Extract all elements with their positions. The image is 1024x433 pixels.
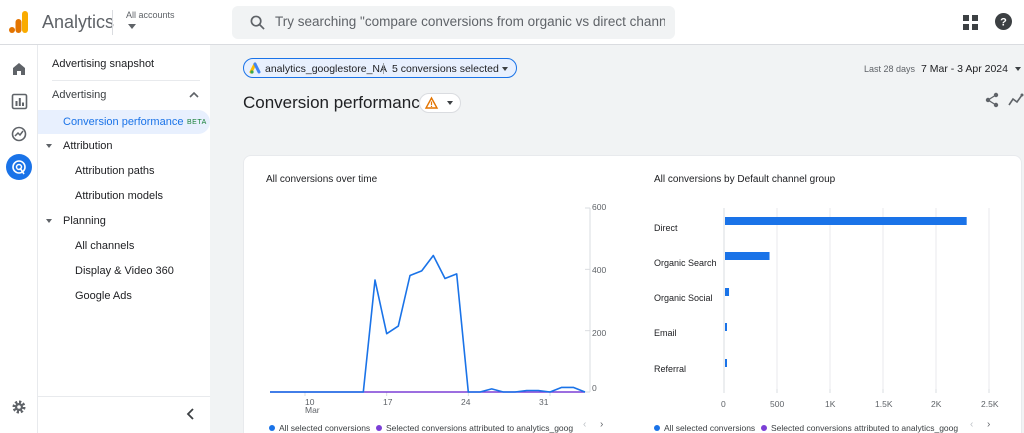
x-tick-label: 2.5K — [981, 399, 999, 409]
warning-caret-icon — [447, 101, 453, 105]
bar-direct — [725, 217, 967, 225]
warning-icon — [424, 96, 439, 109]
x-tick-label: 1.5K — [875, 399, 893, 409]
legend-dot — [376, 425, 382, 431]
x-tick-label: 24 — [461, 397, 471, 407]
legend-item[interactable]: All selected conversions — [654, 423, 755, 433]
caret-down-icon[interactable] — [46, 144, 52, 148]
y-tick-label: 0 — [592, 383, 597, 393]
property-name: analytics_googlestore_NA — [265, 63, 387, 75]
chevron-up-icon[interactable] — [189, 91, 199, 98]
category-label: Email — [654, 328, 677, 338]
legend-item[interactable]: Selected conversions attributed to analy… — [761, 423, 958, 433]
chip-divider — [383, 63, 384, 74]
x-tick-label: 17 — [383, 397, 393, 407]
google-ads-icon — [249, 62, 261, 74]
chip-caret-icon — [502, 67, 508, 71]
nav-item-conversion-performance[interactable] — [38, 110, 210, 134]
insights-icon[interactable] — [1008, 93, 1024, 107]
y-tick-label: 400 — [592, 265, 607, 275]
nav-display-video-360[interactable]: Display & Video 360 — [75, 265, 174, 277]
search-bar[interactable] — [232, 6, 675, 39]
reports-icon[interactable] — [9, 91, 29, 111]
legend-prev-icon[interactable]: ‹ — [970, 419, 974, 430]
page-title: Conversion performance — [243, 93, 430, 112]
legend-next-icon[interactable]: › — [600, 419, 604, 430]
legend-label: Selected conversions attributed to analy… — [771, 423, 959, 433]
caret-down-icon[interactable] — [46, 219, 52, 223]
nav-conversion-performance-label[interactable]: Conversion performance — [63, 116, 184, 128]
apps-grid-icon[interactable] — [963, 15, 978, 30]
explore-icon[interactable] — [9, 124, 29, 144]
legend-item[interactable]: Selected conversions attributed to analy… — [376, 423, 573, 433]
nav-attribution-paths[interactable]: Attribution paths — [75, 165, 155, 177]
bar-email — [725, 323, 727, 331]
help-icon[interactable]: ? — [995, 13, 1012, 30]
svg-text:?: ? — [1000, 17, 1007, 29]
conversion-filter-chip[interactable]: analytics_googlestore_NA 5 conversions s… — [243, 58, 517, 78]
series-line-all-conversions — [270, 254, 586, 393]
left-rail — [0, 45, 38, 433]
legend-dot — [269, 425, 275, 431]
nav-google-ads[interactable]: Google Ads — [75, 290, 132, 302]
search-icon — [250, 15, 265, 30]
line-chart-title: All conversions over time — [266, 174, 378, 185]
x-tick-label: 1K — [825, 399, 836, 409]
legend-label: All selected conversions — [664, 423, 756, 433]
header-divider — [112, 10, 113, 35]
x-tick-label: 31 — [539, 397, 549, 407]
bar-organic-social — [725, 288, 730, 296]
nav-advertising-snapshot[interactable]: Advertising snapshot — [52, 58, 155, 70]
nav-advertising-label[interactable]: Advertising — [52, 89, 107, 101]
app-title: Analytics — [42, 12, 115, 32]
account-caret-icon[interactable] — [128, 24, 136, 29]
x-tick-label: 10 — [305, 397, 315, 407]
date-range-value[interactable]: 7 Mar - 3 Apr 2024 — [921, 63, 1008, 75]
collapse-nav-icon[interactable] — [184, 406, 198, 422]
beta-badge: BETA — [187, 119, 207, 126]
warning-chip[interactable] — [419, 93, 461, 113]
y-tick-label: 200 — [592, 328, 607, 338]
nav-planning[interactable]: Planning — [63, 215, 106, 227]
legend-dot — [761, 425, 767, 431]
category-label: Organic Social — [654, 293, 713, 303]
legend-label: Selected conversions attributed to analy… — [386, 423, 574, 433]
search-input[interactable] — [275, 14, 665, 29]
conversions-selected: 5 conversions selected — [392, 63, 499, 75]
legend-label: All selected conversions — [279, 423, 371, 433]
share-icon[interactable] — [985, 92, 999, 108]
nav-attribution[interactable]: Attribution — [63, 140, 113, 152]
settings-gear-icon[interactable] — [9, 397, 29, 417]
category-label: Organic Search — [654, 258, 717, 268]
x-tick-label: 500 — [770, 399, 785, 409]
app-header: Analytics All accounts ? — [0, 0, 1024, 45]
nav-divider — [38, 396, 210, 397]
x-tick-label: 2K — [931, 399, 942, 409]
x-tick-sublabel: Mar — [305, 405, 320, 415]
bar-organic-search — [725, 252, 770, 260]
nav-divider — [52, 80, 200, 81]
legend-next-icon[interactable]: › — [987, 419, 991, 430]
legend-item[interactable]: All selected conversions — [269, 423, 370, 433]
side-navigation — [38, 45, 210, 433]
nav-attribution-models[interactable]: Attribution models — [75, 190, 164, 202]
category-label: Referral — [654, 364, 687, 374]
legend-dot — [654, 425, 660, 431]
bar-chart-title: All conversions by Default channel group — [654, 174, 836, 185]
y-tick-label: 600 — [592, 202, 607, 212]
date-range-label: Last 28 days — [864, 64, 916, 74]
x-tick-label: 0 — [721, 399, 726, 409]
nav-all-channels[interactable]: All channels — [75, 240, 135, 252]
category-label: Direct — [654, 223, 678, 233]
legend-prev-icon[interactable]: ‹ — [583, 419, 587, 430]
analytics-logo-icon[interactable] — [9, 11, 29, 33]
date-caret-icon[interactable] — [1015, 67, 1021, 71]
home-icon[interactable] — [9, 59, 29, 79]
advertising-icon[interactable] — [6, 154, 32, 180]
bar-referral — [725, 359, 727, 367]
account-selector[interactable]: All accounts — [126, 10, 175, 20]
